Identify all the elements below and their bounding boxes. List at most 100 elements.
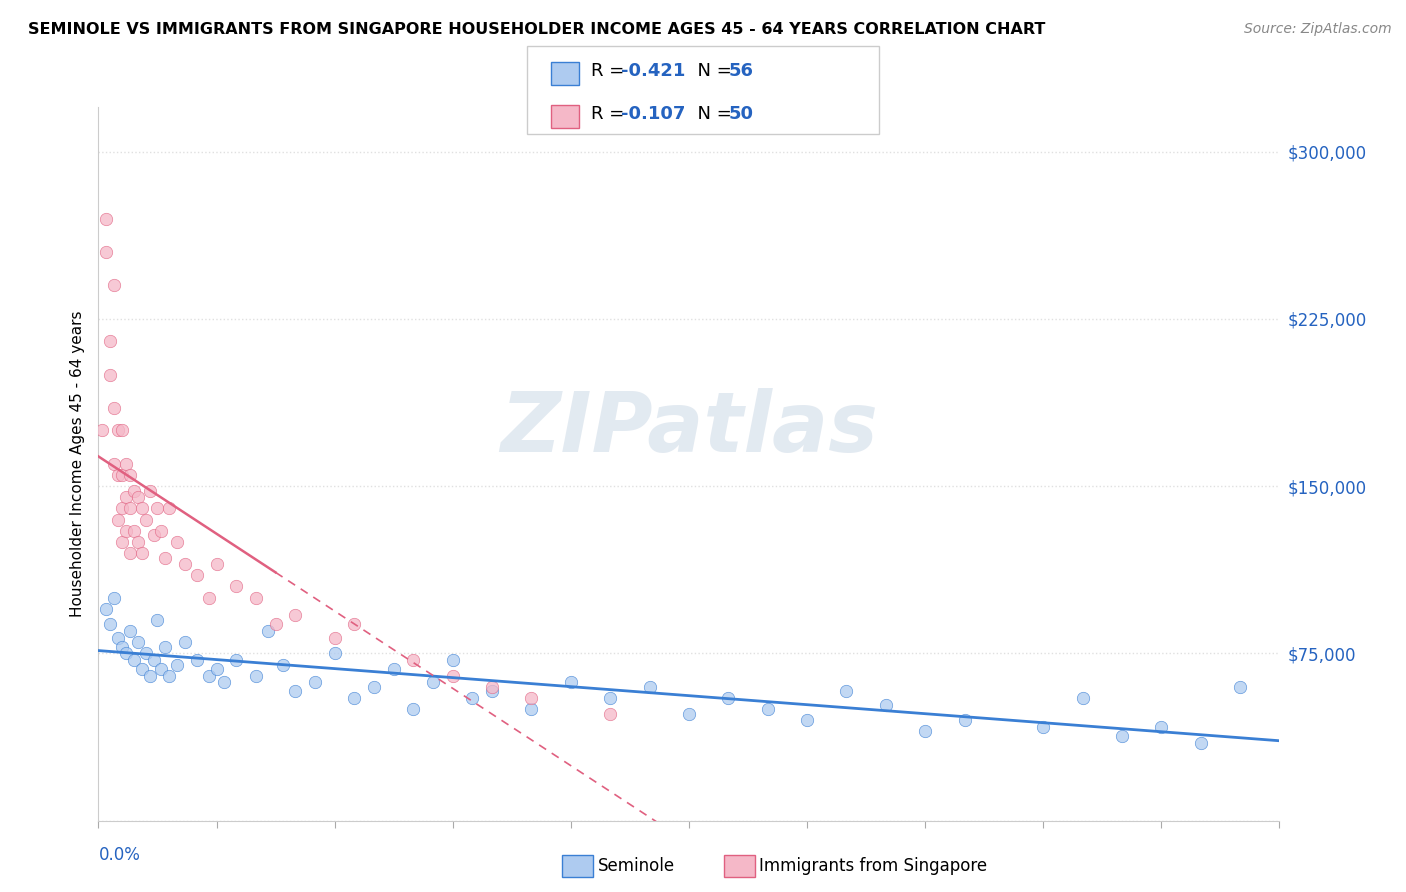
Point <box>127 635 149 649</box>
Point <box>157 669 180 683</box>
Point <box>245 591 267 605</box>
Text: N =: N = <box>686 62 738 80</box>
Point <box>678 706 700 721</box>
Point <box>875 698 897 712</box>
Point <box>560 675 582 690</box>
Point <box>166 657 188 672</box>
Point <box>98 334 121 348</box>
Text: -0.421: -0.421 <box>621 62 686 80</box>
Point <box>127 490 149 504</box>
Point <box>599 706 621 721</box>
Point <box>273 657 295 672</box>
Point <box>382 662 405 676</box>
Point <box>115 457 138 471</box>
Point <box>1071 690 1094 705</box>
Point <box>638 680 661 694</box>
Point <box>205 662 228 676</box>
Point <box>481 680 503 694</box>
Point <box>835 684 858 698</box>
Point <box>197 669 219 683</box>
Point <box>186 568 208 582</box>
Point <box>284 608 307 623</box>
Point <box>131 546 153 560</box>
Point <box>98 617 121 632</box>
Point <box>402 702 425 716</box>
Point <box>142 653 165 667</box>
Point <box>96 601 118 615</box>
Point <box>1150 720 1173 734</box>
Point <box>138 669 160 683</box>
Point <box>146 613 169 627</box>
Text: ZIPatlas: ZIPatlas <box>501 388 877 468</box>
Point <box>304 675 326 690</box>
Point <box>225 653 247 667</box>
Point <box>135 512 157 526</box>
Point <box>131 501 153 516</box>
Text: 0.0%: 0.0% <box>98 846 141 863</box>
Text: Seminole: Seminole <box>598 857 675 875</box>
Text: R =: R = <box>591 105 630 123</box>
Point <box>174 635 197 649</box>
Point <box>103 401 125 416</box>
Point <box>131 662 153 676</box>
Point <box>461 690 484 705</box>
Point <box>157 501 180 516</box>
Point <box>142 528 165 542</box>
Point <box>98 368 121 382</box>
Point <box>264 617 287 632</box>
Text: R =: R = <box>591 62 630 80</box>
Point <box>103 457 125 471</box>
Point <box>363 680 385 694</box>
Point <box>205 557 228 571</box>
Point <box>146 501 169 516</box>
Point <box>166 534 188 549</box>
Point <box>1189 735 1212 749</box>
Point <box>111 467 134 482</box>
Point <box>225 580 247 594</box>
Point <box>91 423 114 437</box>
Point <box>481 684 503 698</box>
Point <box>107 512 129 526</box>
Point <box>122 483 145 498</box>
Point <box>122 524 145 538</box>
Point <box>520 690 543 705</box>
Point <box>422 675 444 690</box>
Point <box>186 653 208 667</box>
Point <box>256 624 278 639</box>
Point <box>717 690 740 705</box>
Point <box>96 211 118 226</box>
Point <box>953 714 976 728</box>
Point <box>107 467 129 482</box>
Point <box>441 669 464 683</box>
Point <box>1111 729 1133 743</box>
Point <box>118 624 141 639</box>
Point <box>284 684 307 698</box>
Point <box>214 675 236 690</box>
Point <box>174 557 197 571</box>
Point <box>111 534 134 549</box>
Point <box>756 702 779 716</box>
Point <box>914 724 936 739</box>
Point <box>111 640 134 654</box>
Point <box>323 631 346 645</box>
Point <box>118 501 141 516</box>
Text: 50: 50 <box>728 105 754 123</box>
Text: N =: N = <box>686 105 738 123</box>
Point <box>111 501 134 516</box>
Text: 56: 56 <box>728 62 754 80</box>
Text: Source: ZipAtlas.com: Source: ZipAtlas.com <box>1244 22 1392 37</box>
Point <box>441 653 464 667</box>
Point <box>115 524 138 538</box>
Point <box>118 546 141 560</box>
Point <box>111 423 134 437</box>
Point <box>115 490 138 504</box>
Point <box>115 646 138 660</box>
Point <box>599 690 621 705</box>
Point <box>103 591 125 605</box>
Y-axis label: Householder Income Ages 45 - 64 years: Householder Income Ages 45 - 64 years <box>70 310 86 617</box>
Point <box>96 244 118 259</box>
Text: -0.107: -0.107 <box>621 105 686 123</box>
Point <box>150 524 173 538</box>
Point <box>155 550 177 565</box>
Point <box>118 467 141 482</box>
